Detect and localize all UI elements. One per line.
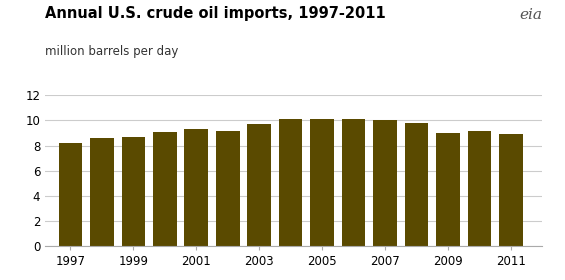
Text: million barrels per day: million barrels per day [45, 45, 179, 58]
Text: Annual U.S. crude oil imports, 1997-2011: Annual U.S. crude oil imports, 1997-2011 [45, 6, 386, 21]
Bar [121, 137, 145, 246]
Bar [184, 129, 208, 246]
Text: eia: eia [519, 8, 542, 22]
Bar [310, 119, 334, 246]
Bar [405, 123, 428, 246]
Bar [436, 133, 460, 246]
Bar [279, 119, 302, 246]
Bar [59, 143, 82, 246]
Bar [342, 119, 366, 246]
Bar [90, 138, 114, 246]
Bar [216, 131, 240, 246]
Bar [373, 120, 397, 246]
Bar [499, 134, 523, 246]
Bar [468, 131, 491, 246]
Bar [153, 132, 177, 246]
Bar [247, 124, 271, 246]
